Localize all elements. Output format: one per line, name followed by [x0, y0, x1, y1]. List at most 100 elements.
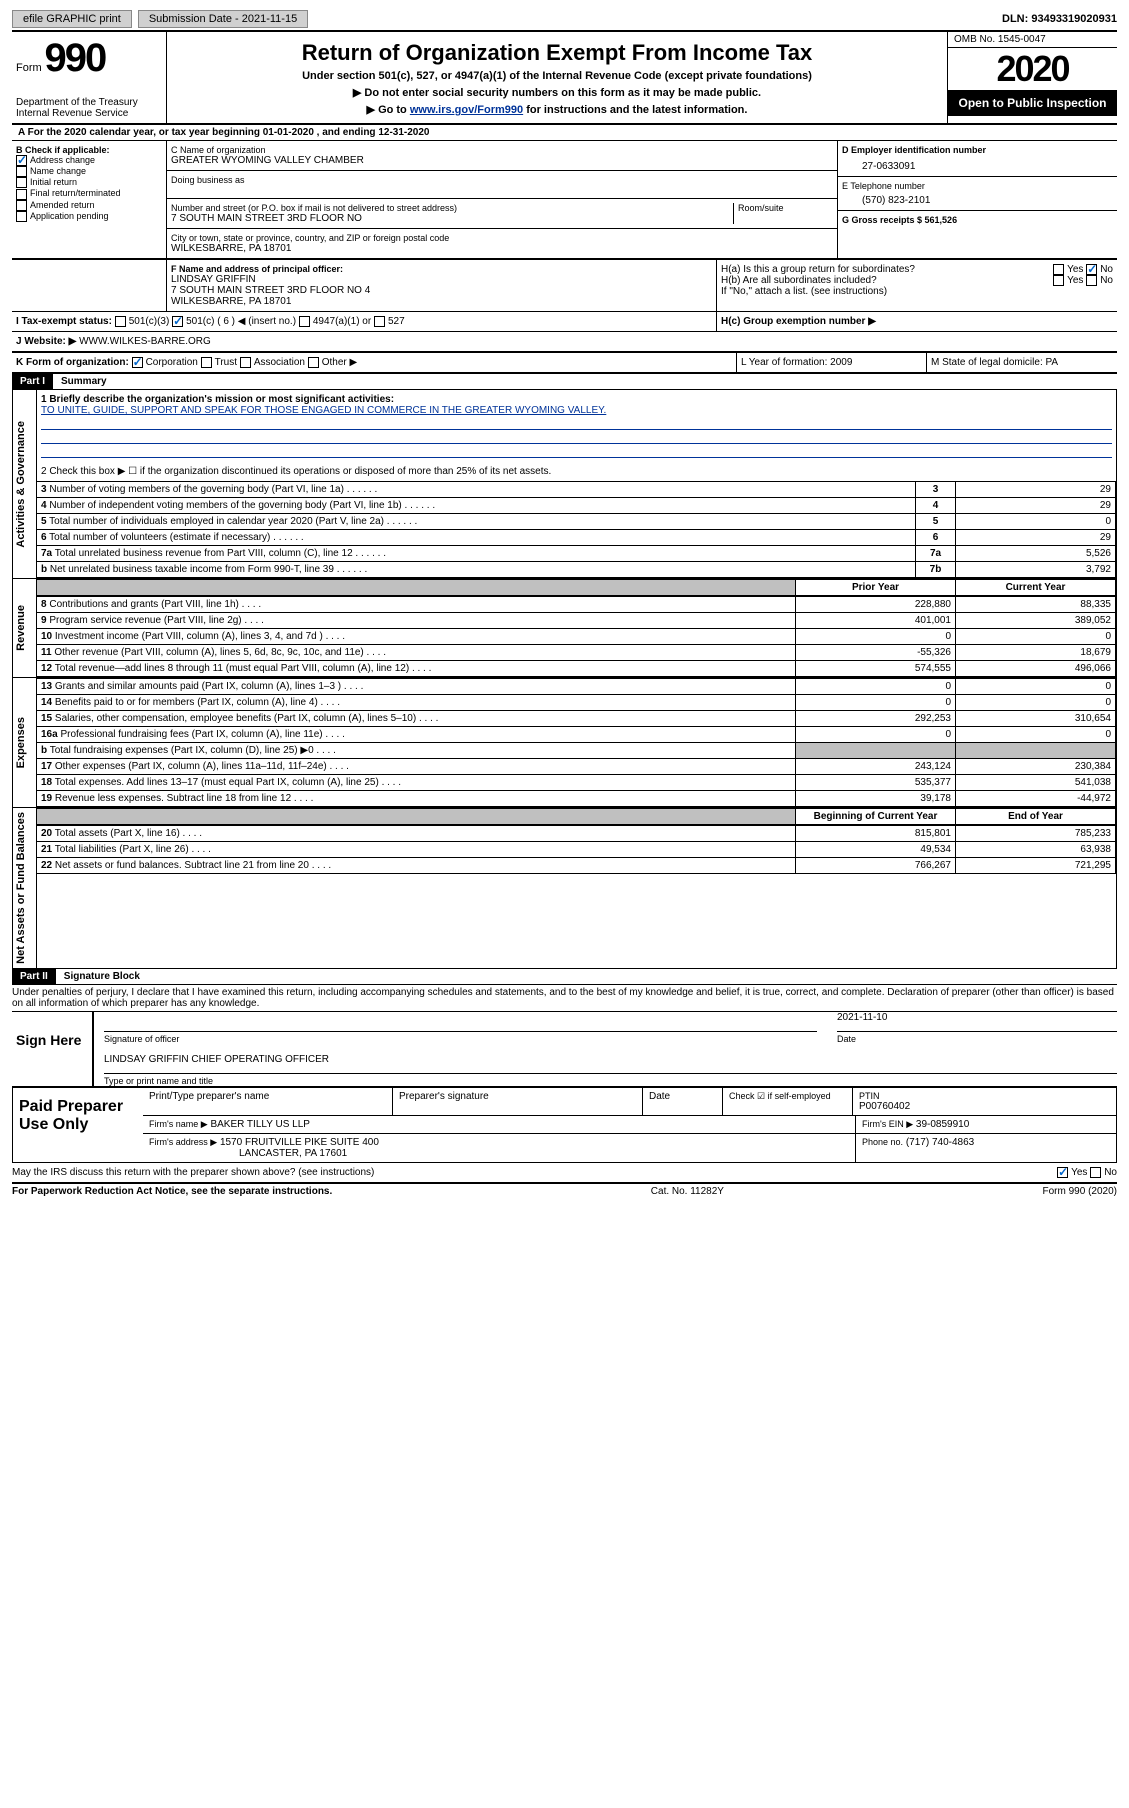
- paid-preparer-block: Paid Preparer Use Only Print/Type prepar…: [12, 1087, 1117, 1163]
- table-row: 13 Grants and similar amounts paid (Part…: [37, 679, 1116, 695]
- table-row: 8 Contributions and grants (Part VIII, l…: [37, 597, 1116, 613]
- perjury-text: Under penalties of perjury, I declare th…: [12, 984, 1117, 1011]
- officer-name-title: LINDSAY GRIFFIN CHIEF OPERATING OFFICER: [104, 1054, 1117, 1074]
- street-value: 7 SOUTH MAIN STREET 3RD FLOOR NO: [171, 213, 733, 224]
- table-row: 21 Total liabilities (Part X, line 26) .…: [37, 842, 1116, 858]
- goto-line: ▶ Go to www.irs.gov/Form990 for instruct…: [175, 103, 939, 116]
- table-row: 18 Total expenses. Add lines 13–17 (must…: [37, 775, 1116, 791]
- city-value: WILKESBARRE, PA 18701: [171, 243, 833, 254]
- table-row: 5 Total number of individuals employed i…: [37, 514, 1116, 530]
- discuss-question: May the IRS discuss this return with the…: [12, 1167, 1057, 1178]
- firm-city: LANCASTER, PA 17601: [149, 1148, 849, 1159]
- website-value: WWW.WILKES-BARRE.ORG: [76, 336, 210, 347]
- name-change-checkbox[interactable]: [16, 166, 27, 177]
- hb-yes-checkbox[interactable]: [1053, 275, 1064, 286]
- table-row: 16a Professional fundraising fees (Part …: [37, 727, 1116, 743]
- ha-no-checkbox[interactable]: [1086, 264, 1097, 275]
- hb-no-checkbox[interactable]: [1086, 275, 1097, 286]
- assoc-checkbox[interactable]: [240, 357, 251, 368]
- q2-text: 2 Check this box ▶ ☐ if the organization…: [37, 462, 1116, 481]
- irs-link[interactable]: www.irs.gov/Form990: [410, 104, 523, 116]
- table-row: 15 Salaries, other compensation, employe…: [37, 711, 1116, 727]
- gross-receipts: G Gross receipts $ 561,526: [842, 215, 1113, 225]
- table-row: 9 Program service revenue (Part VIII, li…: [37, 613, 1116, 629]
- block-b: B Check if applicable: Address change Na…: [12, 141, 167, 258]
- 4947-checkbox[interactable]: [299, 316, 310, 327]
- other-checkbox[interactable]: [308, 357, 319, 368]
- corp-checkbox[interactable]: [132, 357, 143, 368]
- 501c3-checkbox[interactable]: [115, 316, 126, 327]
- table-row: 7a Total unrelated business revenue from…: [37, 546, 1116, 562]
- discuss-no-checkbox[interactable]: [1090, 1167, 1101, 1178]
- dln-label: DLN: 93493319020931: [1002, 13, 1117, 25]
- 501c-checkbox[interactable]: [172, 316, 183, 327]
- table-row: 10 Investment income (Part VIII, column …: [37, 629, 1116, 645]
- table-row: b Total fundraising expenses (Part IX, c…: [37, 743, 1116, 759]
- final-return-checkbox[interactable]: [16, 189, 27, 200]
- form-number: 990: [44, 36, 105, 80]
- side-governance: Activities & Governance: [13, 417, 29, 552]
- table-row: 19 Revenue less expenses. Subtract line …: [37, 791, 1116, 807]
- cat-no: Cat. No. 11282Y: [651, 1186, 724, 1197]
- form-header: Form 990 Department of the Treasury Inte…: [12, 32, 1117, 125]
- side-netassets: Net Assets or Fund Balances: [13, 808, 29, 968]
- table-row: 3 Number of voting members of the govern…: [37, 482, 1116, 498]
- address-change-checkbox[interactable]: [16, 155, 27, 166]
- table-row: b Net unrelated business taxable income …: [37, 562, 1116, 578]
- form-title: Return of Organization Exempt From Incom…: [175, 40, 939, 66]
- ha-yes-checkbox[interactable]: [1053, 264, 1064, 275]
- omb-number: OMB No. 1545-0047: [948, 32, 1117, 48]
- table-row: 12 Total revenue—add lines 8 through 11 …: [37, 661, 1116, 677]
- phone-value: (570) 823-2101: [842, 191, 1113, 206]
- dept-label: Department of the Treasury Internal Reve…: [16, 97, 162, 119]
- amended-return-checkbox[interactable]: [16, 200, 27, 211]
- table-row: 11 Other revenue (Part VIII, column (A),…: [37, 645, 1116, 661]
- form-subtitle: Under section 501(c), 527, or 4947(a)(1)…: [175, 70, 939, 82]
- side-expenses: Expenses: [13, 713, 29, 772]
- ptin-value: P00760402: [859, 1101, 1110, 1112]
- trust-checkbox[interactable]: [201, 357, 212, 368]
- ein-value: 27-0633091: [842, 155, 1113, 172]
- prep-phone: (717) 740-4863: [906, 1137, 974, 1148]
- org-name: GREATER WYOMING VALLEY CHAMBER: [171, 155, 833, 166]
- phone-label: E Telephone number: [842, 181, 1113, 191]
- paperwork-notice: For Paperwork Reduction Act Notice, see …: [12, 1186, 332, 1197]
- ha-label: H(a) Is this a group return for subordin…: [721, 264, 1053, 275]
- table-row: 20 Total assets (Part X, line 16) . . . …: [37, 826, 1116, 842]
- table-row: 4 Number of independent voting members o…: [37, 498, 1116, 514]
- firm-addr: 1570 FRUITVILLE PIKE SUITE 400: [220, 1137, 379, 1148]
- ein-label: D Employer identification number: [842, 145, 1113, 155]
- officer-addr2: WILKESBARRE, PA 18701: [171, 296, 712, 307]
- h-note: If "No," attach a list. (see instruction…: [721, 286, 1113, 297]
- officer-name: LINDSAY GRIFFIN: [171, 274, 712, 285]
- tax-year: 2020: [948, 48, 1117, 90]
- application-pending-checkbox[interactable]: [16, 211, 27, 222]
- inspection-badge: Open to Public Inspection: [948, 90, 1117, 116]
- firm-name: BAKER TILLY US LLP: [210, 1119, 310, 1130]
- discuss-yes-checkbox[interactable]: [1057, 1167, 1068, 1178]
- ssn-warning: ▶ Do not enter social security numbers o…: [175, 86, 939, 99]
- topbar: efile GRAPHIC print Submission Date - 20…: [12, 8, 1117, 32]
- firm-ein: 39-0859910: [916, 1119, 969, 1130]
- state-domicile: M State of legal domicile: PA: [927, 353, 1117, 372]
- efile-print-button[interactable]: efile GRAPHIC print: [12, 10, 132, 28]
- table-row: 6 Total number of volunteers (estimate i…: [37, 530, 1116, 546]
- city-label: City or town, state or province, country…: [171, 233, 833, 243]
- dba-label: Doing business as: [171, 175, 833, 185]
- year-formation: L Year of formation: 2009: [737, 353, 927, 372]
- table-row: 14 Benefits paid to or for members (Part…: [37, 695, 1116, 711]
- sig-date: 2021-11-10: [837, 1012, 1117, 1032]
- org-name-label: C Name of organization: [171, 145, 833, 155]
- room-label: Room/suite: [738, 203, 833, 213]
- mission-text: TO UNITE, GUIDE, SUPPORT AND SPEAK FOR T…: [41, 405, 1112, 416]
- hb-label: H(b) Are all subordinates included?: [721, 275, 1053, 286]
- initial-return-checkbox[interactable]: [16, 177, 27, 188]
- table-row: 22 Net assets or fund balances. Subtract…: [37, 858, 1116, 874]
- 527-checkbox[interactable]: [374, 316, 385, 327]
- period-line: A For the 2020 calendar year, or tax yea…: [12, 125, 1117, 141]
- street-label: Number and street (or P.O. box if mail i…: [171, 203, 733, 213]
- header-block: B Check if applicable: Address change Na…: [12, 141, 1117, 259]
- officer-addr1: 7 SOUTH MAIN STREET 3RD FLOOR NO 4: [171, 285, 712, 296]
- officer-block: F Name and address of principal officer:…: [12, 259, 1117, 311]
- submission-date-button[interactable]: Submission Date - 2021-11-15: [138, 10, 308, 28]
